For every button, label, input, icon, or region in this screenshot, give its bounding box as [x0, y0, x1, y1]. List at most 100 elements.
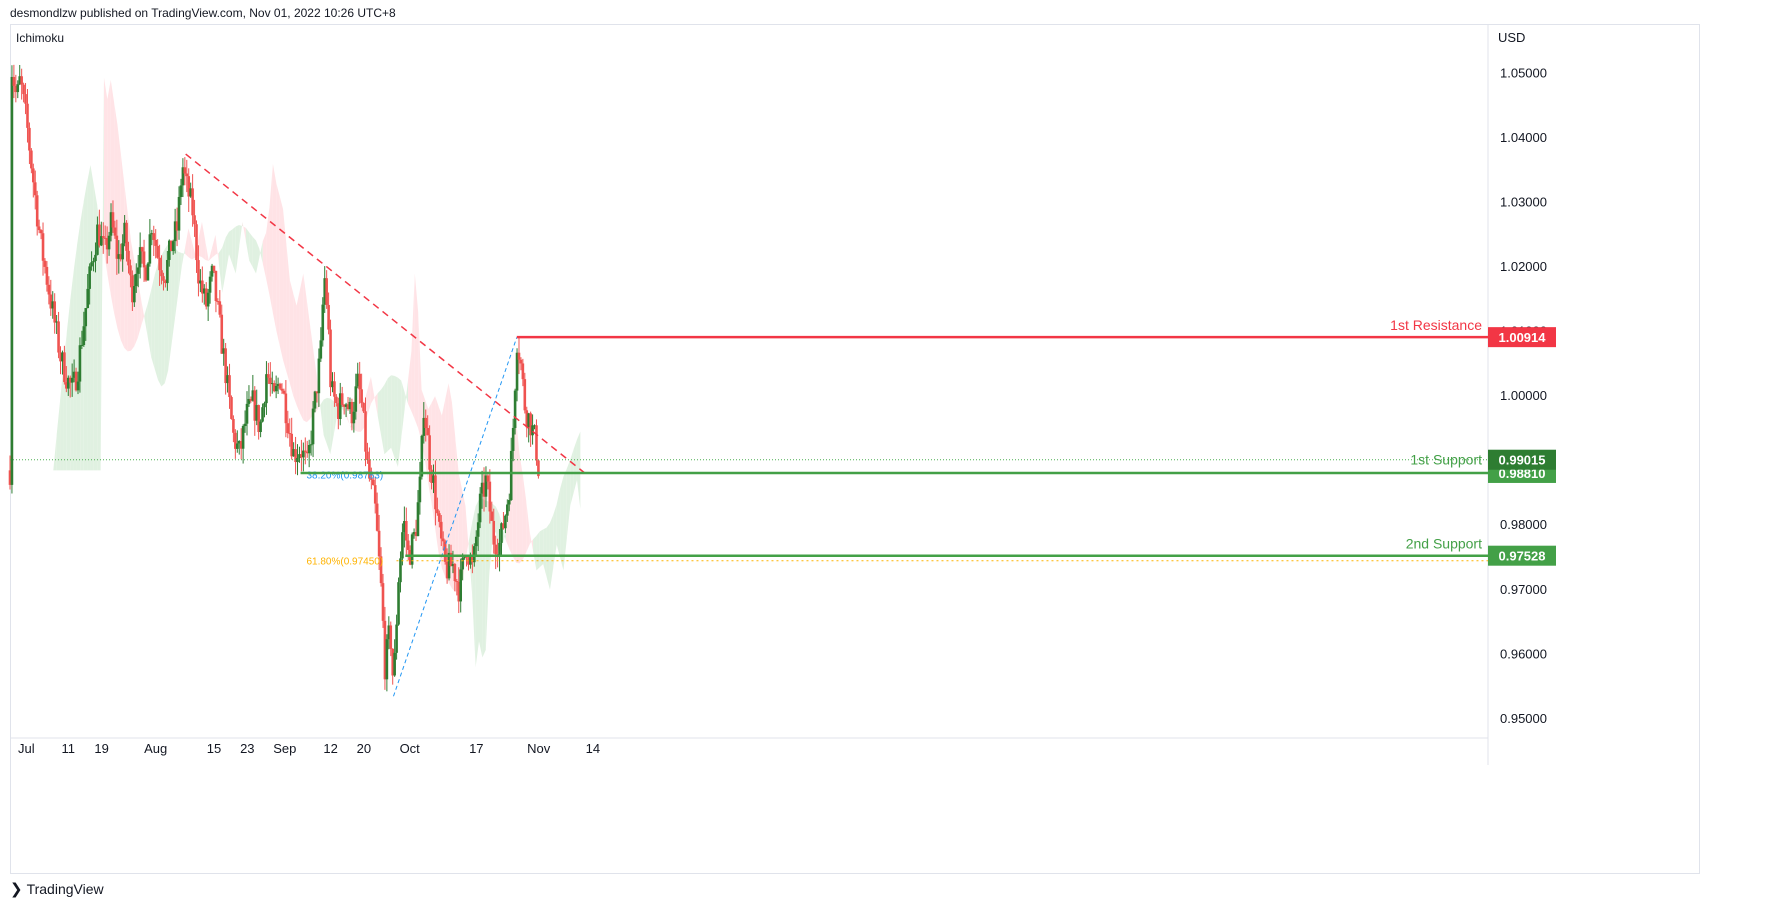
candle-body — [164, 280, 167, 284]
candle-body — [214, 270, 218, 302]
candle-body — [208, 276, 212, 293]
candle-body — [329, 329, 332, 388]
candles — [8, 64, 540, 692]
candle-body — [443, 541, 447, 562]
cloud-segment — [242, 221, 246, 242]
candle-body — [195, 224, 198, 261]
candle-body — [434, 475, 437, 510]
y-tick-label: 1.00000 — [1500, 388, 1547, 403]
cloud-segment — [103, 77, 108, 274]
cloud-segment — [228, 229, 233, 264]
candle-body — [80, 345, 84, 347]
cloud-segment — [570, 449, 574, 506]
candle-body — [389, 625, 393, 649]
cloud-segment — [262, 232, 267, 279]
candle-body — [115, 235, 119, 259]
candle-body — [377, 530, 381, 557]
candle-body — [305, 452, 309, 454]
cloud-segment — [381, 384, 385, 455]
candle-body — [88, 266, 91, 289]
candle-body — [243, 423, 247, 427]
candle-body — [245, 403, 249, 424]
candle-body — [438, 513, 441, 522]
candle-body — [321, 304, 325, 341]
candle-body — [107, 235, 111, 250]
candle-body — [506, 504, 509, 516]
candle-body — [356, 373, 360, 387]
candle-body — [92, 261, 95, 263]
candle-body — [160, 270, 163, 277]
cloud-segment — [245, 227, 250, 261]
cloud-segment — [249, 232, 253, 268]
cloud-segment — [374, 393, 378, 416]
currency-label: USD — [1498, 30, 1525, 45]
cloud-segment — [553, 504, 557, 568]
candle-body — [385, 639, 389, 680]
candle-body — [96, 224, 99, 255]
candle-body — [181, 167, 185, 186]
candle-body — [65, 382, 68, 389]
candle-body — [414, 532, 418, 537]
cloud-segment — [90, 165, 94, 471]
candle-body — [535, 425, 538, 461]
candle-body — [251, 390, 255, 401]
last-price-tag-bg — [1488, 449, 1556, 470]
cloud-segment — [539, 529, 544, 568]
candle-body — [335, 396, 338, 404]
candle-body — [152, 233, 156, 240]
candle-body — [70, 377, 74, 383]
cloud-segment — [232, 226, 236, 274]
candle-body — [507, 500, 511, 505]
candle-body — [362, 402, 365, 412]
candle-body — [232, 418, 235, 433]
cloud-segment — [485, 500, 490, 651]
cloud-segment — [330, 398, 334, 455]
cloud-segment — [286, 244, 290, 384]
candle-body — [212, 265, 216, 271]
candle-body — [405, 521, 408, 541]
price-tag: 1.00914 — [1488, 327, 1556, 348]
candle-body — [206, 292, 210, 307]
candle-body — [397, 582, 400, 625]
candle-body — [133, 286, 136, 303]
candle-body — [323, 278, 327, 305]
candle-body — [171, 241, 175, 252]
candle-body — [280, 388, 284, 391]
cloud-segment — [306, 299, 311, 423]
cloud-segment — [576, 431, 581, 510]
candle-body — [127, 250, 130, 266]
candle-body — [201, 280, 204, 294]
cloud-segment — [272, 163, 277, 331]
candle-body — [235, 443, 239, 449]
candle-body — [368, 460, 371, 479]
x-tick-label: Nov — [527, 741, 551, 756]
cloud-segment — [97, 205, 101, 471]
cloud-segment — [144, 303, 148, 339]
x-tick-label: Oct — [400, 741, 421, 756]
cloud-segment — [367, 376, 371, 415]
cloud-segment — [482, 498, 486, 658]
candle-body — [274, 386, 278, 392]
candle-body — [381, 583, 385, 621]
candle-body — [523, 379, 527, 411]
candle-body — [144, 267, 148, 281]
fib-level-label: 38.20%(0.98783) — [306, 471, 383, 482]
candle-body — [457, 581, 461, 602]
candle-body — [101, 236, 105, 238]
candle-body — [515, 352, 519, 391]
candle-body — [32, 168, 35, 183]
tradingview-brand[interactable]: ❯ TradingView — [10, 880, 104, 898]
cloud-segment — [56, 400, 61, 471]
cloud-segment — [526, 501, 530, 553]
candle-body — [476, 522, 480, 537]
candle-body — [16, 84, 20, 93]
cloud-segment — [212, 234, 216, 258]
candle-body — [158, 257, 161, 271]
candle-body — [10, 76, 14, 485]
cloud-segment — [191, 241, 196, 260]
price-tag-label: 0.97528 — [1499, 549, 1546, 564]
candle-body — [529, 413, 532, 436]
candle-body — [490, 511, 494, 521]
candle-body — [173, 221, 177, 242]
